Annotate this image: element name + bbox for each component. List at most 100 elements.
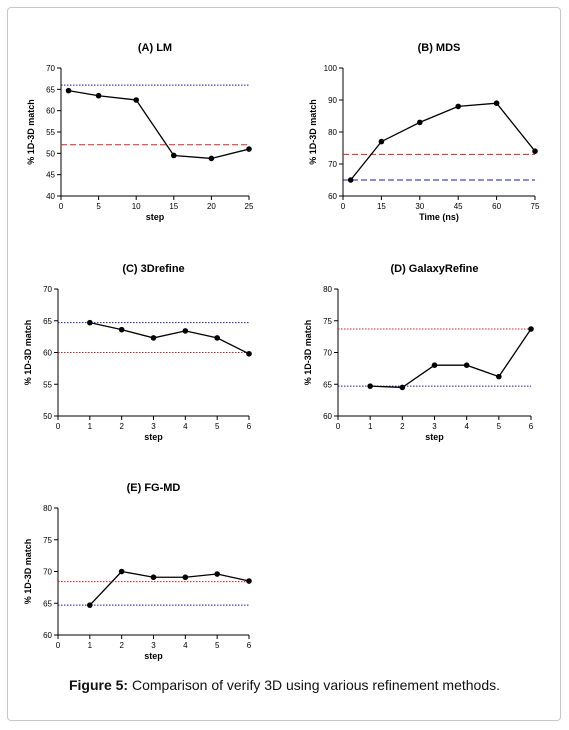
chart-5-x-tick-label: 4 [183, 641, 188, 650]
chart-4-x-tick-label: 1 [368, 422, 373, 431]
chart-3-series-line [89, 322, 250, 355]
chart-5-x-tick-label: 0 [56, 641, 61, 650]
chart-1-x-tick-label: 20 [207, 202, 216, 211]
chart-1-x-tick-label: 10 [132, 202, 141, 211]
chart-4-x-tick-label: 4 [464, 422, 469, 431]
chart-5-x-tick-label: 1 [88, 641, 93, 650]
chart-1-series-line [68, 89, 250, 160]
chart-1-title: (A) LM [138, 42, 172, 54]
chart-2-x-tick-label: 15 [377, 202, 386, 211]
figure-frame [7, 7, 561, 721]
chart-5-y-tick-label: 65 [43, 599, 52, 608]
chart-1-y-tick-label: 70 [46, 64, 55, 73]
chart-4-data-point [496, 373, 502, 380]
chart-4-data-point [431, 362, 438, 369]
chart-2-y-tick-label: 70 [328, 160, 337, 169]
chart-3-data-point [182, 328, 189, 334]
chart-1-y-tick-label: 65 [46, 85, 55, 94]
chart-3-data-point [87, 319, 93, 326]
chart-4-data-point [528, 326, 534, 332]
chart-2-data-point [378, 138, 385, 145]
chart-2-y-tick-label: 90 [328, 96, 337, 105]
chart-2-y-axis-label: % 1D-3D match [308, 99, 318, 165]
chart-4-y-tick-label: 60 [323, 412, 332, 421]
chart-1-data-point [133, 97, 139, 103]
chart-3-y-axis-label: % 1D-3D match [23, 320, 33, 386]
chart-3-x-tick-label: 5 [215, 422, 220, 431]
chart-3-data-point [246, 350, 252, 357]
chart-2-x-tick-label: 45 [454, 202, 463, 211]
chart-4-y-tick-label: 80 [323, 285, 332, 294]
chart-4-data-point [367, 383, 373, 389]
chart-4-y-tick-label: 65 [323, 380, 332, 389]
chart-5-y-tick-label: 70 [43, 568, 52, 577]
chart-2-data-point [347, 177, 354, 183]
chart-2-title: (B) MDS [418, 42, 461, 54]
chart-4-y-tick-label: 70 [323, 349, 332, 358]
chart-4-x-tick-label: 5 [497, 422, 502, 431]
chart-2-y-tick-label: 80 [328, 128, 337, 137]
chart-2-data-point [493, 100, 500, 106]
chart-3-x-tick-label: 1 [88, 422, 93, 431]
chart-1-y-axis-label: % 1D-3D match [26, 99, 36, 165]
chart-1-data-point [95, 92, 102, 99]
chart-5-x-tick-label: 6 [247, 641, 252, 650]
chart-4-data-point [463, 362, 470, 369]
chart-1-y-tick-label: 55 [46, 128, 55, 137]
chart-2-y-tick-label: 100 [324, 64, 338, 73]
chart-3-data-point [118, 326, 125, 333]
figure-caption-text: Comparison of verify 3D using various re… [128, 677, 501, 693]
chart-3-y-tick-label: 50 [43, 412, 52, 421]
chart-5-y-tick-label: 75 [43, 536, 52, 545]
chart-4-title: (D) GalaxyRefine [390, 263, 478, 275]
chart-3-x-tick-label: 3 [151, 422, 156, 431]
chart-2-x-tick-label: 30 [415, 202, 424, 211]
chart-5-y-tick-label: 80 [43, 504, 52, 513]
chart-5-x-tick-label: 2 [119, 641, 124, 650]
chart-3-title: (C) 3Drefine [122, 263, 184, 275]
chart-4-x-axis-label: step [425, 432, 444, 442]
chart-4-data-point [399, 384, 406, 391]
chart-5-y-tick-label: 60 [43, 631, 52, 640]
chart-5-x-tick-label: 5 [215, 641, 220, 650]
chart-2-series-line [350, 102, 536, 181]
chart-1-y-tick-label: 50 [46, 149, 55, 158]
chart-4-x-tick-label: 2 [400, 422, 405, 431]
chart-3-x-tick-label: 2 [119, 422, 124, 431]
chart-1-y-tick-label: 40 [46, 192, 55, 201]
chart-5-data-point [118, 568, 125, 575]
chart-2-data-point [417, 119, 423, 126]
chart-2-y-tick-label: 60 [328, 192, 337, 201]
chart-5-data-point [87, 602, 93, 608]
chart-4-series-line [370, 328, 532, 389]
chart-5-data-point [214, 571, 220, 577]
chart-1-data-point [65, 87, 72, 94]
chart-1-data-point [208, 155, 215, 162]
chart-5-data-point [150, 574, 157, 581]
chart-1-x-tick-label: 0 [59, 202, 64, 211]
chart-1-x-tick-label: 15 [169, 202, 178, 211]
chart-1-x-tick-label: 25 [245, 202, 254, 211]
chart-1-x-tick-label: 5 [96, 202, 101, 211]
chart-5-x-tick-label: 3 [151, 641, 156, 650]
chart-3-data-point [150, 335, 157, 341]
chart-2-x-tick-label: 75 [531, 202, 540, 211]
chart-2-x-tick-label: 60 [492, 202, 501, 211]
chart-2-data-point [455, 103, 462, 110]
chart-5-x-axis-label: step [144, 651, 163, 661]
chart-3-x-axis-label: step [144, 432, 163, 442]
chart-3-x-tick-label: 4 [183, 422, 188, 431]
chart-3-data-point [214, 335, 220, 341]
chart-5-series-line [89, 570, 250, 606]
chart-5-data-point [182, 574, 189, 581]
chart-1-y-tick-label: 60 [46, 107, 55, 116]
chart-1-data-point [246, 146, 252, 152]
figure-caption: Figure 5: Comparison of verify 3D using … [0, 677, 569, 693]
chart-3-x-tick-label: 6 [247, 422, 252, 431]
chart-3-y-tick-label: 60 [43, 349, 52, 358]
chart-3-x-tick-label: 0 [56, 422, 61, 431]
chart-3-y-tick-label: 70 [43, 285, 52, 294]
chart-1-y-tick-label: 45 [46, 171, 55, 180]
chart-2-data-point [532, 148, 538, 154]
